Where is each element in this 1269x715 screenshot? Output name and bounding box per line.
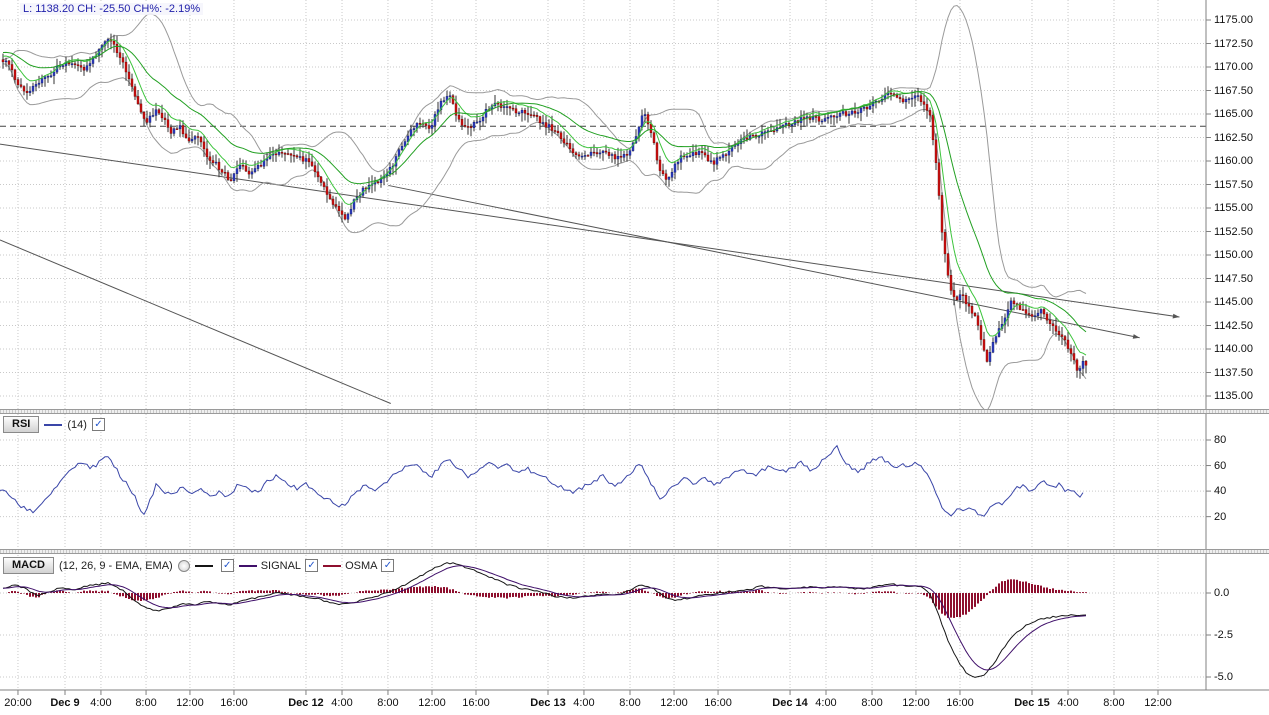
indicator-settings-icon[interactable] (177, 559, 190, 572)
osma-swatch-icon (323, 564, 342, 567)
rsi-indicator-tab[interactable]: RSI (3, 416, 40, 433)
macd-line-legend: ✓ (194, 559, 234, 572)
osma-visibility-checkbox[interactable]: ✓ (381, 559, 395, 572)
macd-indicator-tab[interactable]: MACD (3, 557, 54, 574)
macd-indicator-header: MACD (12, 26, 9 - EMA, EMA) ✓ SIGNAL ✓ O… (3, 557, 395, 574)
rsi-visibility-checkbox[interactable]: ✓ (91, 418, 105, 431)
osma-legend: OSMA ✓ (323, 559, 395, 572)
macd-params: (12, 26, 9 - EMA, EMA) (59, 559, 173, 572)
pane-splitter-price-rsi[interactable] (0, 409, 1269, 414)
rsi-line-swatch-icon (44, 423, 63, 426)
pane-splitter-rsi-macd[interactable] (0, 549, 1269, 554)
quote-info-text: L: 1138.20 CH: -25.50 CH%: -2.19% (23, 3, 201, 15)
signal-line-label: SIGNAL (260, 559, 302, 572)
rsi-indicator-header: RSI (14) ✓ (3, 416, 105, 433)
macd-line-visibility-checkbox[interactable]: ✓ (220, 559, 234, 572)
rsi-params: (14) (67, 418, 87, 431)
osma-label: OSMA (345, 559, 378, 572)
macd-line-swatch-icon (194, 564, 213, 567)
quote-info-overlay: L: 1138.20 CH: -25.50 CH%: -2.19% (20, 3, 204, 15)
signal-line-legend: SIGNAL ✓ (238, 559, 319, 572)
signal-visibility-checkbox[interactable]: ✓ (305, 559, 319, 572)
signal-line-swatch-icon (238, 564, 257, 567)
